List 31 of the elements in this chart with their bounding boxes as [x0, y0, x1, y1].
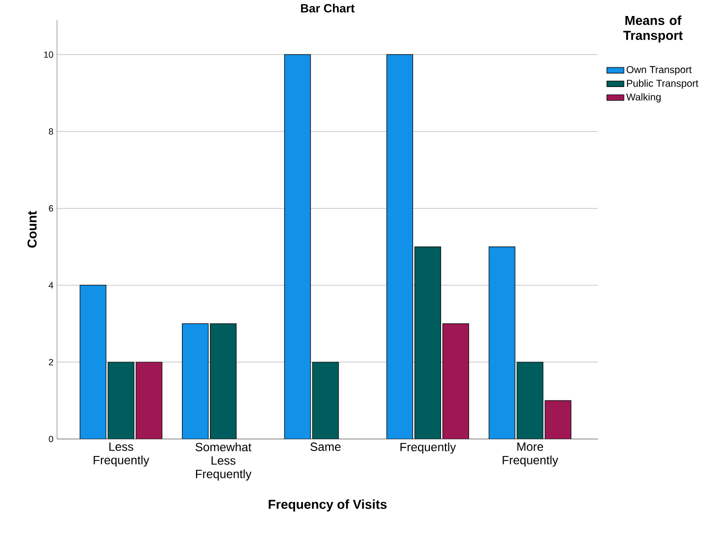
- y-tick-label: 6: [48, 205, 54, 212]
- bar: [386, 54, 414, 439]
- x-tick-label: More Frequently: [502, 442, 558, 467]
- y-tick-label: 0: [48, 436, 54, 442]
- x-axis-title: Frequency of Visits: [268, 499, 387, 512]
- bar: [442, 323, 470, 439]
- bar: [312, 362, 339, 439]
- bar: [210, 323, 237, 439]
- x-tick-label: Less Frequently: [94, 442, 150, 467]
- legend-label: Own Transport: [626, 66, 692, 76]
- y-tick-label: 2: [48, 358, 54, 366]
- bar: [80, 284, 106, 439]
- bar: [544, 400, 572, 439]
- y-tick-label: 8: [48, 128, 54, 135]
- bar: [516, 362, 544, 439]
- bar: [414, 246, 442, 439]
- bar: [108, 362, 134, 439]
- bar: [284, 54, 311, 439]
- legend-label: Public Transport: [627, 80, 698, 89]
- x-tick-label: Same: [310, 442, 341, 451]
- y-axis-title: Count: [27, 210, 37, 248]
- x-tick-label: Frequently: [400, 442, 456, 454]
- legend-title: Means of Transport: [623, 16, 683, 43]
- legend-label: Walking: [626, 93, 661, 102]
- y-tick-label: 10: [44, 51, 54, 58]
- y-tick-label: 4: [48, 282, 54, 288]
- bar: [136, 362, 162, 439]
- x-tick-label: Somewhat Less Frequently: [196, 442, 252, 481]
- bar: [488, 246, 516, 439]
- bar: [182, 323, 209, 439]
- chart-title: Bar Chart: [301, 4, 355, 12]
